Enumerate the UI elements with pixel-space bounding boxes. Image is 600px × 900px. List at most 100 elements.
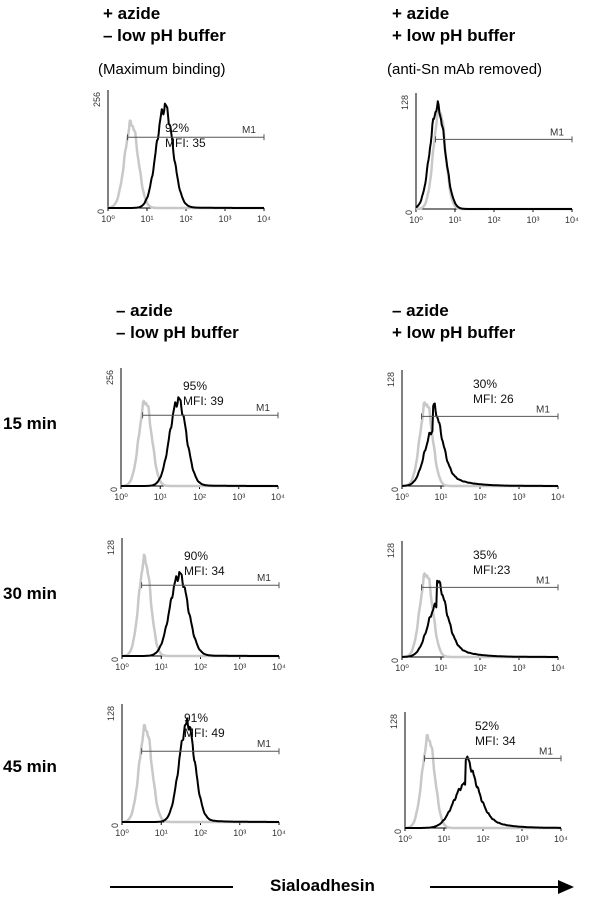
percent-positive: 92% (165, 121, 189, 135)
axis-line-left (110, 886, 233, 888)
x-tick-label: 10¹ (140, 214, 153, 224)
x-tick-label: 10⁰ (101, 214, 115, 224)
header-buffer: – low pH buffer (116, 323, 239, 342)
percent-positive: 95% (183, 379, 207, 393)
y-tick-zero: 0 (96, 209, 106, 214)
row-label-45-min: 45 min (3, 757, 57, 776)
y-tick-zero: 0 (404, 210, 414, 215)
arrow-right-icon (558, 880, 574, 894)
gate-label: M1 (550, 127, 564, 138)
gate-label: M1 (536, 575, 550, 586)
x-tick-label: 10³ (515, 834, 528, 844)
y-tick-zero: 0 (390, 658, 400, 663)
gate-label: M1 (242, 125, 256, 136)
control-histogram (415, 105, 573, 211)
row-label-15-min: 15 min (3, 414, 57, 433)
header-buffer: – low pH buffer (103, 26, 226, 45)
gate-label: M1 (256, 403, 270, 414)
header-azide: + azide (392, 4, 450, 23)
x-tick-label: 10³ (233, 662, 246, 672)
header-azide: – azide (116, 301, 173, 320)
percent-positive: 30% (473, 377, 497, 391)
y-tick-max: 128 (400, 95, 410, 110)
subtitle-max-binding: (Maximum binding) (98, 61, 226, 78)
y-tick-zero: 0 (393, 829, 403, 834)
sample-histogram (121, 717, 280, 823)
x-tick-label: 10⁰ (114, 492, 128, 502)
x-tick-label: 10¹ (155, 662, 168, 672)
gate-label: M1 (536, 404, 550, 415)
y-tick-max: 128 (386, 372, 396, 387)
x-tick-label: 10⁴ (271, 492, 285, 502)
x-tick-label: 10⁴ (272, 662, 286, 672)
sample-histogram (415, 100, 573, 210)
x-tick-label: 10⁴ (551, 663, 565, 673)
row-label-30-min: 30 min (3, 584, 57, 603)
y-tick-max: 256 (92, 92, 102, 107)
header-azide: + azide (103, 4, 161, 23)
gate-label: M1 (257, 739, 271, 750)
y-tick-zero: 0 (390, 487, 400, 492)
x-tick-label: 10² (473, 492, 486, 502)
mfi-value: MFI: 35 (165, 136, 206, 150)
sample-histogram (107, 102, 265, 209)
x-tick-label: 10⁰ (395, 492, 409, 502)
sample-histogram (401, 402, 559, 487)
control-histogram (404, 734, 562, 830)
x-tick-label: 10² (194, 828, 207, 838)
x-tick-label: 10⁰ (115, 662, 129, 672)
x-tick-label: 10³ (526, 215, 539, 225)
mfi-value: MFI: 39 (183, 394, 224, 408)
x-tick-label: 10² (194, 662, 207, 672)
gate-label: M1 (257, 573, 271, 584)
mfi-value: MFI:23 (473, 563, 511, 577)
x-tick-label: 10² (473, 663, 486, 673)
mfi-value: MFI: 34 (184, 564, 225, 578)
gate-label: M1 (539, 746, 553, 757)
percent-positive: 35% (473, 548, 497, 562)
control-histogram (401, 401, 559, 488)
percent-positive: 91% (184, 711, 208, 725)
x-tick-label: 10² (179, 214, 192, 224)
header-buffer: + low pH buffer (392, 323, 516, 342)
sample-histogram (401, 579, 559, 658)
y-tick-zero: 0 (110, 823, 120, 828)
axis-line-right (430, 886, 560, 888)
sample-histogram (121, 571, 280, 657)
header-buffer: + low pH buffer (392, 26, 516, 45)
y-tick-zero: 0 (110, 657, 120, 662)
x-tick-label: 10¹ (155, 828, 168, 838)
y-tick-max: 128 (106, 540, 116, 555)
x-tick-label: 10³ (232, 492, 245, 502)
header-mid-left: – azide – low pH buffer (116, 300, 239, 344)
x-tick-label: 10⁴ (272, 828, 286, 838)
x-tick-label: 10² (476, 834, 489, 844)
x-tick-label: 10⁰ (409, 215, 423, 225)
percent-positive: 90% (184, 549, 208, 563)
percent-positive: 52% (475, 719, 499, 733)
subtitle-antibody-removed: (anti-Sn mAb removed) (387, 61, 543, 78)
control-histogram (401, 572, 559, 659)
x-tick-label: 10¹ (437, 834, 450, 844)
x-tick-label: 10⁴ (554, 834, 568, 844)
header-mid-right: – azide + low pH buffer (392, 300, 515, 344)
x-tick-label: 10² (487, 215, 500, 225)
mfi-value: MFI: 26 (473, 392, 514, 406)
mfi-value: MFI: 34 (475, 734, 516, 748)
y-tick-max: 128 (389, 714, 399, 729)
x-tick-label: 10³ (512, 663, 525, 673)
x-tick-label: 10³ (233, 828, 246, 838)
y-tick-max: 256 (105, 370, 115, 385)
header-top-left: + azide – low pH buffer (103, 3, 226, 47)
x-tick-label: 10¹ (154, 492, 167, 502)
x-tick-label: 10⁰ (115, 828, 129, 838)
